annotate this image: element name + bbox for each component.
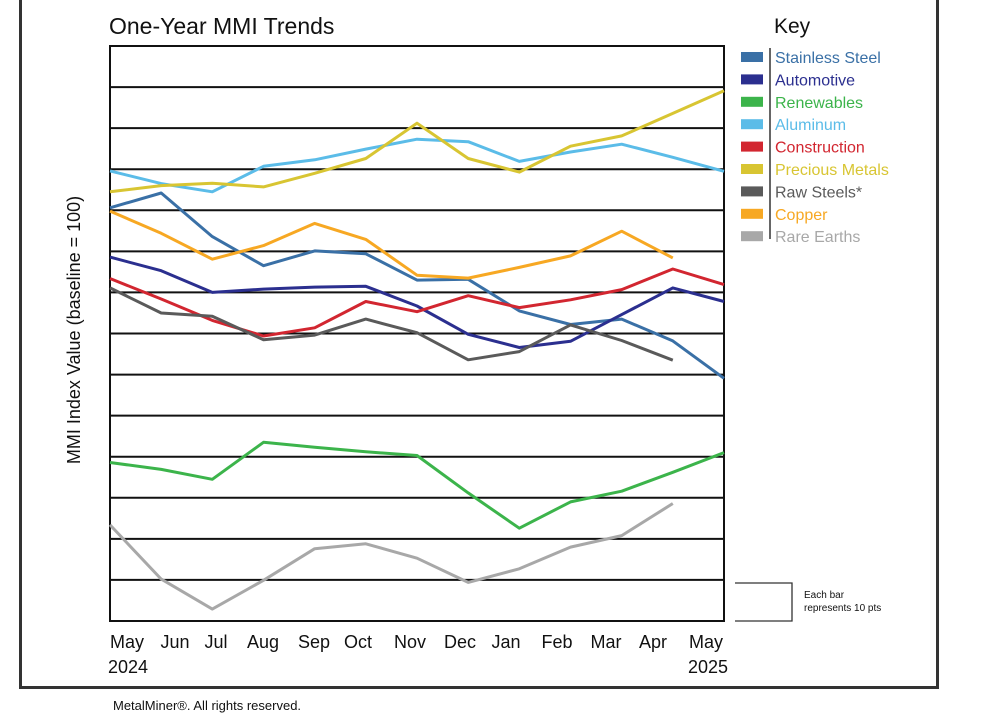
x-tick-label: May <box>110 632 144 652</box>
annotation-line2: represents 10 pts <box>804 603 881 614</box>
x-tick-label: Feb <box>541 632 572 652</box>
legend-swatch <box>741 164 763 174</box>
series-line-stainless-steel <box>109 191 725 380</box>
chart-frame <box>19 0 939 689</box>
annotation-bracket <box>735 582 793 622</box>
x-tick-label: Oct <box>344 632 372 652</box>
x-tick-label: Nov <box>394 632 426 652</box>
x-tick-labels: May Jun Jul Aug Sep Oct Nov Dec Jan Feb Mar Apr May <box>110 632 723 652</box>
y-axis-label: MMI Index Value (baseline = 100) <box>64 196 84 464</box>
chart-title: One-Year MMI Trends <box>109 13 334 39</box>
x-tick-label: Jul <box>204 632 227 652</box>
series-line-renewables <box>109 440 725 530</box>
bar-scale-annotation: Each bar represents 10 pts <box>735 582 881 622</box>
series-lines <box>108 89 725 611</box>
legend-label: Construction <box>775 140 865 157</box>
series-line-automotive <box>109 255 725 349</box>
legend-swatch <box>741 141 763 152</box>
series-line-rare-earths <box>108 502 674 611</box>
legend-label: Stainless Steel <box>775 50 881 67</box>
series-line-precious-metals <box>109 89 725 194</box>
series-line-copper <box>109 209 674 280</box>
x-tick-label: Aug <box>247 632 279 652</box>
legend-title: Key <box>774 15 811 38</box>
x-year-end: 2025 <box>688 657 728 677</box>
series-line-construction <box>109 267 725 338</box>
legend: Stainless Steel Automotive Renewables Alumi… <box>741 50 889 246</box>
legend-label: Renewables <box>775 95 863 112</box>
legend-label: Automotive <box>775 72 855 89</box>
x-tick-label: Apr <box>639 632 667 652</box>
legend-swatch <box>741 186 763 197</box>
annotation-line1: Each bar <box>804 590 845 601</box>
x-tick-label: May <box>689 632 723 652</box>
copyright-credit: MetalMiner®. All rights reserved. <box>113 698 302 713</box>
legend-label: Precious Metals <box>775 162 889 179</box>
axis-frame <box>109 45 725 622</box>
x-tick-label: Jan <box>491 632 520 652</box>
x-tick-label: Mar <box>591 632 622 652</box>
series-line-aluminum <box>109 137 725 194</box>
legend-label: Copper <box>775 207 828 224</box>
legend-swatch <box>741 52 763 62</box>
legend-swatch <box>741 74 763 85</box>
plot-border <box>109 45 725 622</box>
legend-label: Rare Earths <box>775 229 860 246</box>
legend-swatch <box>741 96 763 107</box>
legend-label: Aluminum <box>775 117 846 134</box>
x-tick-label: Sep <box>298 632 330 652</box>
x-tick-label: Jun <box>160 632 189 652</box>
legend-swatch <box>741 119 763 130</box>
series-line-raw-steels <box>109 286 674 362</box>
legend-swatch <box>741 231 763 242</box>
legend-label: Raw Steels* <box>775 184 862 201</box>
x-tick-label: Dec <box>444 632 476 652</box>
x-year-start: 2024 <box>108 657 148 677</box>
legend-swatch <box>741 208 763 219</box>
